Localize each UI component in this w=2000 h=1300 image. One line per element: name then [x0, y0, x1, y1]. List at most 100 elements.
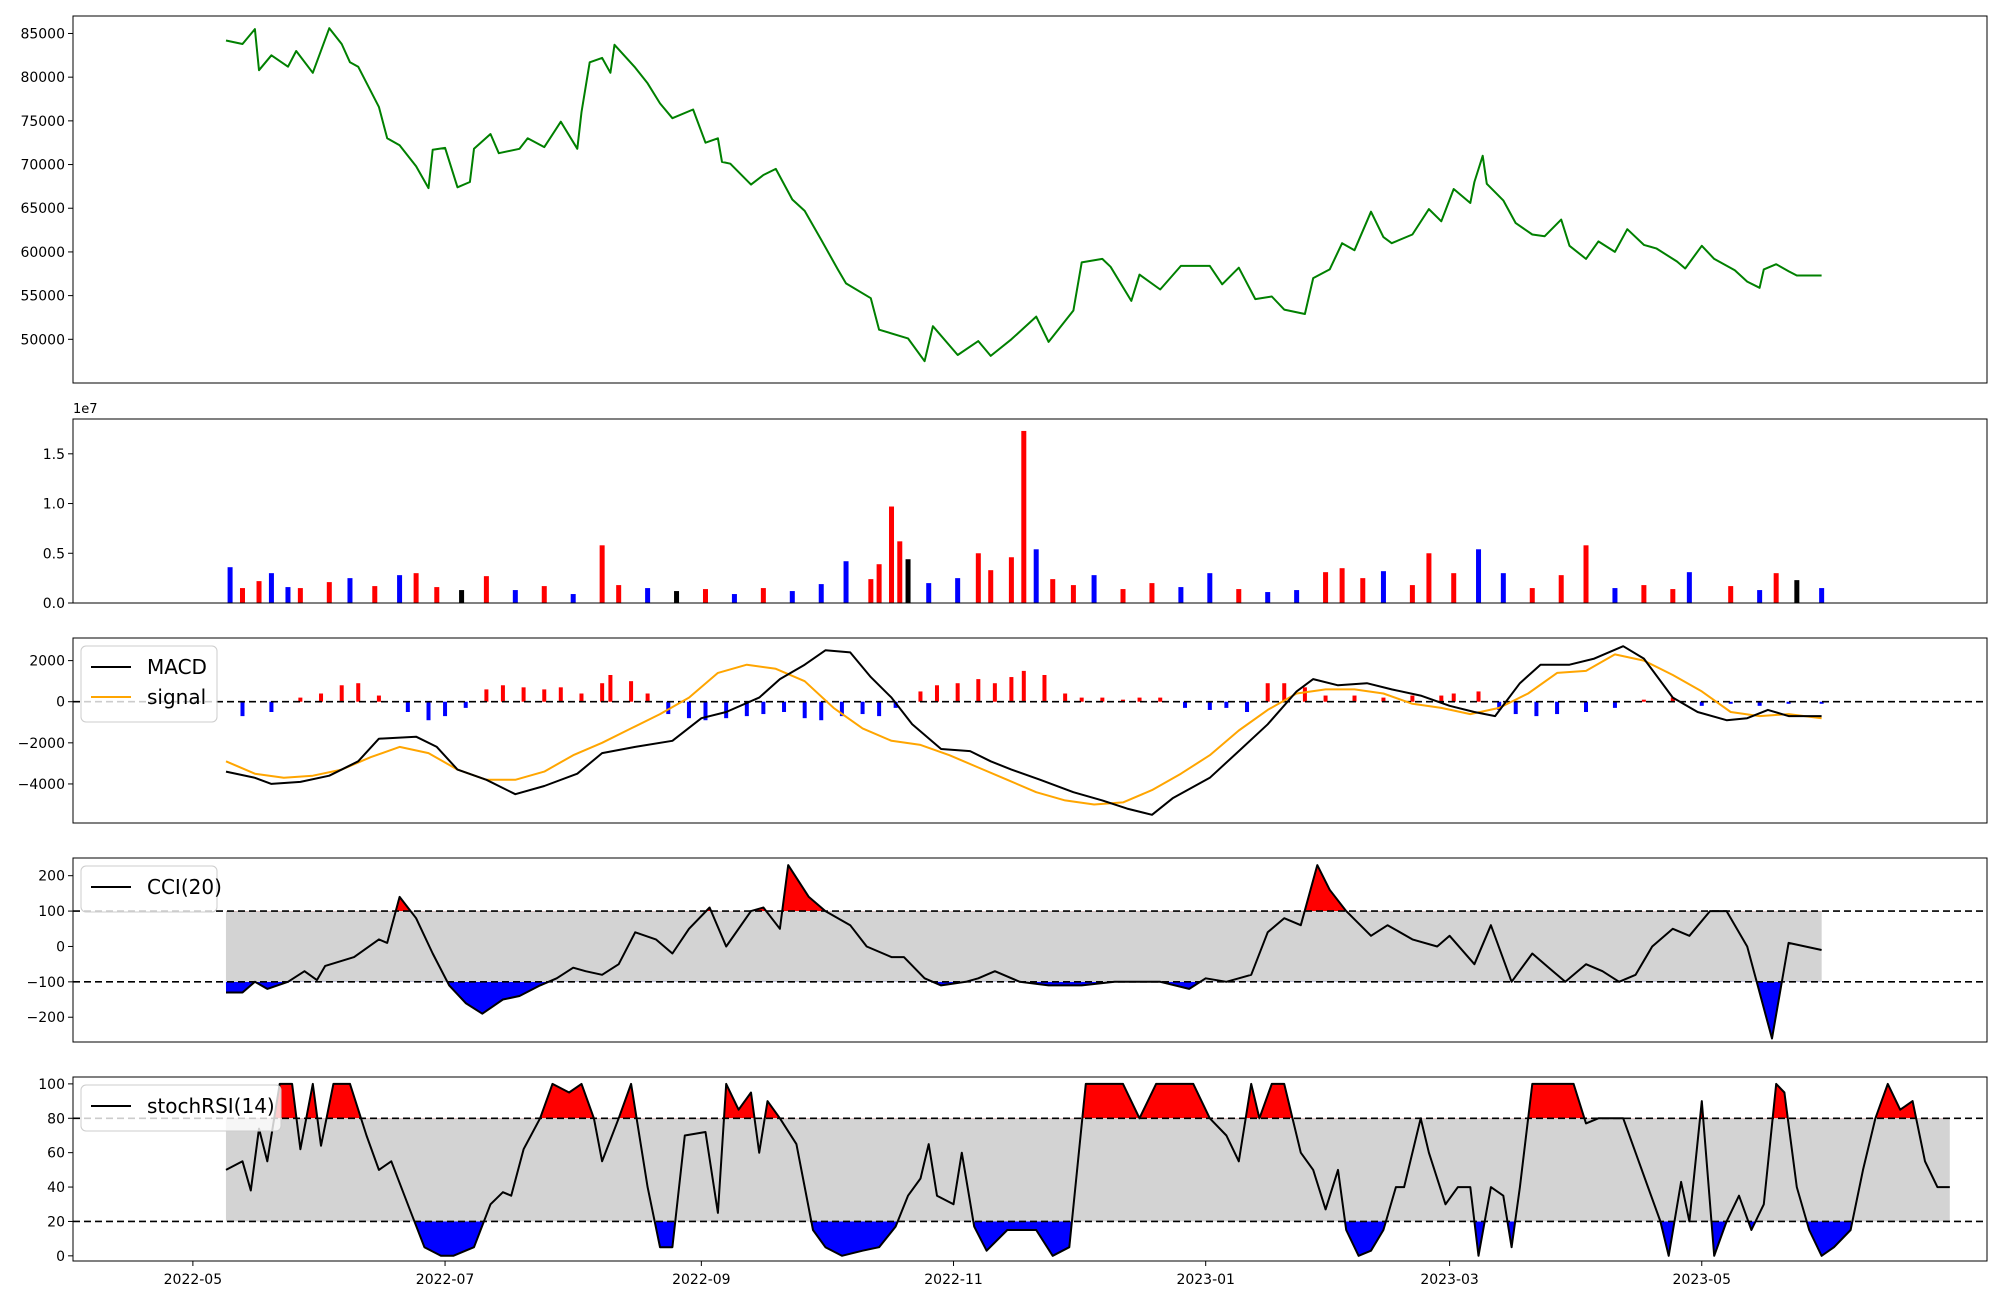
- legend-label: MACD: [147, 655, 207, 679]
- legend: [80, 645, 218, 723]
- x-tick-label: 2022-09: [672, 1272, 731, 1288]
- macd-histogram-bar: [629, 681, 634, 702]
- macd-histogram-bar: [955, 683, 960, 702]
- volume-bar: [818, 584, 824, 603]
- macd-histogram-bar: [1158, 697, 1163, 702]
- volume-bar: [1380, 571, 1386, 603]
- volume-bar: [1819, 588, 1825, 603]
- macd-histogram-bar: [521, 687, 526, 702]
- macd-histogram-bar: [666, 701, 671, 715]
- volume-bar: [975, 553, 981, 603]
- macd-histogram-bar: [319, 693, 324, 702]
- volume-bar: [1426, 553, 1432, 603]
- macd-histogram-bar: [1699, 701, 1704, 706]
- macd-histogram-bar: [839, 701, 844, 717]
- volume-bar: [227, 567, 233, 603]
- macd-histogram-bar: [703, 701, 708, 721]
- volume-bar: [1236, 589, 1242, 603]
- x-axis: 2022-05 2022-07 2022-09 2022-11 2023-01 2023-…: [164, 1261, 1731, 1288]
- macd-histogram-bar: [1513, 701, 1518, 715]
- volume-bar: [1409, 585, 1415, 603]
- stochrsi-panel: stochRSI(14) 0 20 40 60 80 100: [38, 1076, 1988, 1265]
- volume-bar: [397, 575, 403, 603]
- y-tick-label: 0: [56, 1249, 65, 1265]
- volume-bar: [988, 570, 994, 603]
- volume-bar: [1207, 573, 1213, 603]
- volume-bar: [239, 588, 245, 603]
- macd-histogram-bar: [1476, 691, 1481, 702]
- macd-histogram-bar: [802, 701, 807, 719]
- volume-panel: 0.0 0.5 1.0 1.5 1e7: [43, 402, 1988, 612]
- volume-bar: [599, 545, 605, 603]
- volume-bar: [876, 564, 882, 603]
- volume-bar: [1008, 557, 1014, 603]
- macd-histogram-bar: [1728, 701, 1733, 704]
- volume-bar: [1500, 573, 1506, 603]
- neutral-band: [225, 911, 1822, 982]
- volume-bar: [1294, 590, 1300, 603]
- volume-bar: [459, 590, 465, 603]
- volume-bar: [1120, 589, 1126, 603]
- y-tick-label: 0.5: [43, 546, 65, 562]
- axes-frame: [72, 1076, 1988, 1262]
- volume-bar: [1149, 583, 1155, 603]
- volume-bar: [868, 579, 874, 603]
- volume-bar: [1757, 590, 1763, 603]
- volume-bar: [760, 588, 766, 603]
- macd-histogram-bar: [1021, 670, 1026, 702]
- y-tick-label: 2000: [29, 654, 65, 670]
- legend-label: stochRSI(14): [147, 1094, 275, 1118]
- volume-bar: [1265, 592, 1271, 603]
- macd-histogram-bar: [1584, 701, 1589, 712]
- x-tick-label: 2022-11: [924, 1272, 983, 1288]
- macd-histogram-bar: [1439, 695, 1444, 702]
- axes-frame: [72, 857, 1988, 1043]
- volume-offset-label: 1e7: [73, 402, 98, 417]
- y-tick-label: 85000: [20, 26, 65, 42]
- x-tick-label: 2023-01: [1176, 1272, 1235, 1288]
- legend-label: CCI(20): [147, 875, 222, 899]
- macd-histogram-bar: [992, 683, 997, 702]
- macd-histogram-bar: [893, 701, 898, 708]
- volume-bar: [256, 581, 262, 603]
- y-tick-label: −2000: [18, 736, 65, 752]
- macd-histogram-bar: [1224, 701, 1229, 708]
- volume-bar: [1091, 575, 1097, 603]
- macd-histogram-bar: [1137, 697, 1142, 702]
- x-tick-label: 2023-03: [1420, 1272, 1479, 1288]
- macd-histogram-bar: [1534, 701, 1539, 717]
- volume-bar: [1451, 573, 1457, 603]
- volume-bar: [541, 586, 547, 603]
- volume-bar: [1050, 579, 1056, 603]
- y-tick-label: 100: [38, 904, 65, 920]
- volume-bar: [1583, 545, 1589, 603]
- volume-bar: [1728, 586, 1734, 603]
- y-tick-label: 1.0: [43, 497, 65, 513]
- macd-histogram-bar: [1079, 697, 1084, 702]
- macd-histogram-bar: [1612, 701, 1617, 708]
- macd-histogram-bar: [600, 683, 605, 702]
- neutral-band: [225, 1118, 1950, 1222]
- legend: [80, 865, 218, 913]
- volume-bar: [268, 573, 274, 603]
- macd-histogram-bar: [579, 693, 584, 702]
- y-tick-label: 50000: [20, 332, 65, 348]
- y-tick-label: 0: [56, 695, 65, 711]
- volume-bar: [297, 588, 303, 603]
- volume-bar: [702, 589, 708, 603]
- volume-bar: [285, 587, 291, 603]
- macd-histogram-bar: [298, 697, 303, 702]
- volume-bar: [789, 591, 795, 603]
- y-tick-label: 1.5: [43, 447, 65, 463]
- x-tick-label: 2022-07: [416, 1272, 475, 1288]
- macd-histogram-bar: [686, 701, 691, 719]
- macd-histogram-bar: [1410, 695, 1415, 702]
- y-tick-label: 0: [56, 939, 65, 955]
- macd-histogram-bar: [724, 701, 729, 719]
- volume-bar: [1323, 572, 1329, 603]
- macd-line: [225, 645, 1822, 816]
- volume-bar: [1033, 549, 1039, 603]
- macd-histogram-bar: [426, 701, 431, 721]
- volume-bar: [616, 585, 622, 603]
- macd-histogram-bar: [500, 685, 505, 702]
